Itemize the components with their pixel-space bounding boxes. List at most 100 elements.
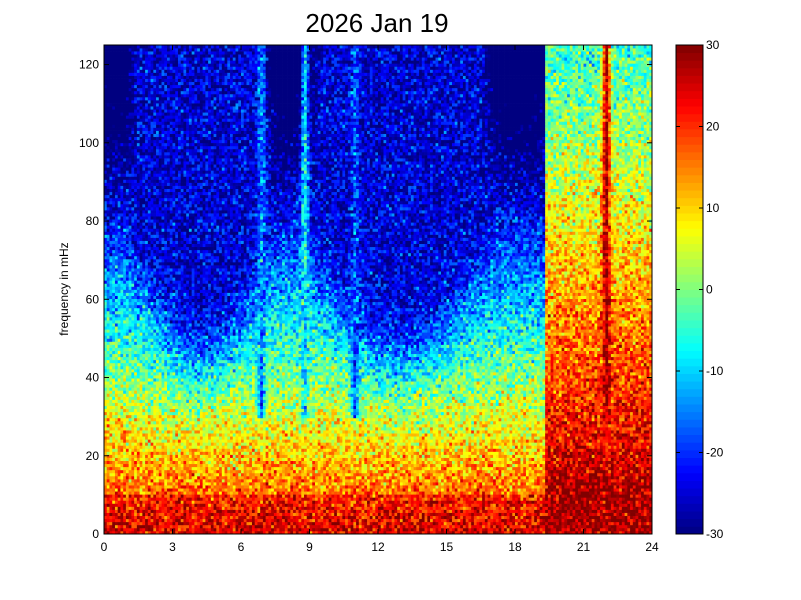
heatmap-cell: [173, 88, 176, 91]
heatmap-cell: [148, 314, 151, 317]
heatmap-cell: [137, 311, 140, 314]
heatmap-cell: [159, 506, 162, 509]
heatmap-cell: [148, 179, 151, 182]
heatmap-cell: [137, 387, 140, 390]
heatmap-cell: [115, 216, 118, 219]
heatmap-cell: [107, 445, 110, 448]
heatmap-cell: [137, 354, 140, 357]
heatmap-cell: [148, 458, 151, 461]
heatmap-cell: [129, 103, 132, 106]
heatmap-cell: [126, 54, 129, 57]
heatmap-cell: [129, 268, 132, 271]
heatmap-cell: [123, 259, 126, 262]
heatmap-cell: [137, 225, 140, 228]
heatmap-cell: [181, 118, 184, 121]
heatmap-cell: [167, 109, 170, 112]
heatmap-cell: [162, 143, 165, 146]
heatmap-cell: [173, 97, 176, 100]
heatmap-cell: [109, 73, 112, 76]
heatmap-cell: [178, 137, 181, 140]
heatmap-cell: [151, 384, 154, 387]
heatmap-cell: [156, 222, 159, 225]
heatmap-cell: [109, 118, 112, 121]
heatmap-cell: [162, 179, 165, 182]
heatmap-cell: [170, 155, 173, 158]
heatmap-cell: [145, 234, 148, 237]
heatmap-cell: [142, 222, 145, 225]
heatmap-cell: [164, 476, 167, 479]
heatmap-cell: [123, 112, 126, 115]
heatmap-cell: [109, 216, 112, 219]
heatmap-cell: [156, 250, 159, 253]
heatmap-cell: [107, 183, 110, 186]
heatmap-cell: [131, 433, 134, 436]
heatmap-cell: [162, 88, 165, 91]
heatmap-cell: [129, 461, 132, 464]
heatmap-cell: [118, 439, 121, 442]
heatmap-cell: [118, 271, 121, 274]
heatmap-cell: [170, 167, 173, 170]
heatmap-cell: [129, 345, 132, 348]
heatmap-cell: [107, 286, 110, 289]
heatmap-cell: [107, 91, 110, 94]
heatmap-cell: [120, 213, 123, 216]
heatmap-cell: [142, 88, 145, 91]
heatmap-cell: [134, 491, 137, 494]
heatmap-cell: [137, 277, 140, 280]
heatmap-cell: [137, 176, 140, 179]
heatmap-cell: [162, 516, 165, 519]
heatmap-cell: [156, 121, 159, 124]
heatmap-cell: [112, 378, 115, 381]
heatmap-cell: [162, 439, 165, 442]
heatmap-cell: [109, 335, 112, 338]
heatmap-cell: [112, 85, 115, 88]
heatmap-cell: [115, 189, 118, 192]
heatmap-cell: [140, 161, 143, 164]
heatmap-cell: [140, 283, 143, 286]
heatmap-cell: [178, 256, 181, 259]
heatmap-cell: [170, 436, 173, 439]
heatmap-cell: [120, 381, 123, 384]
heatmap-cell: [123, 63, 126, 66]
heatmap-cell: [151, 519, 154, 522]
heatmap-cell: [170, 506, 173, 509]
heatmap-cell: [126, 51, 129, 54]
heatmap-cell: [145, 176, 148, 179]
heatmap-cell: [137, 299, 140, 302]
heatmap-cell: [167, 219, 170, 222]
heatmap-cell: [167, 305, 170, 308]
heatmap-cell: [164, 338, 167, 341]
heatmap-cell: [126, 280, 129, 283]
heatmap-cell: [115, 94, 118, 97]
heatmap-cell: [134, 204, 137, 207]
heatmap-cell: [181, 176, 184, 179]
heatmap-cell: [115, 140, 118, 143]
heatmap-cell: [131, 262, 134, 265]
heatmap-cell: [153, 259, 156, 262]
heatmap-cell: [181, 451, 184, 454]
heatmap-cell: [170, 109, 173, 112]
heatmap-cell: [137, 192, 140, 195]
heatmap-cell: [115, 115, 118, 118]
heatmap-cell: [145, 91, 148, 94]
heatmap-cell: [151, 503, 154, 506]
heatmap-cell: [109, 146, 112, 149]
heatmap-cell: [115, 482, 118, 485]
heatmap-cell: [162, 207, 165, 210]
heatmap-cell: [134, 94, 137, 97]
heatmap-cell: [148, 341, 151, 344]
heatmap-cell: [109, 131, 112, 134]
heatmap-cell: [178, 494, 181, 497]
heatmap-cell: [148, 494, 151, 497]
heatmap-cell: [120, 161, 123, 164]
heatmap-cell: [153, 97, 156, 100]
heatmap-cell: [137, 94, 140, 97]
heatmap-cell: [159, 424, 162, 427]
heatmap-cell: [153, 467, 156, 470]
heatmap-cell: [175, 302, 178, 305]
heatmap-cell: [120, 372, 123, 375]
heatmap-cell: [159, 464, 162, 467]
heatmap-cell: [173, 216, 176, 219]
heatmap-cell: [181, 63, 184, 66]
heatmap-cell: [173, 354, 176, 357]
